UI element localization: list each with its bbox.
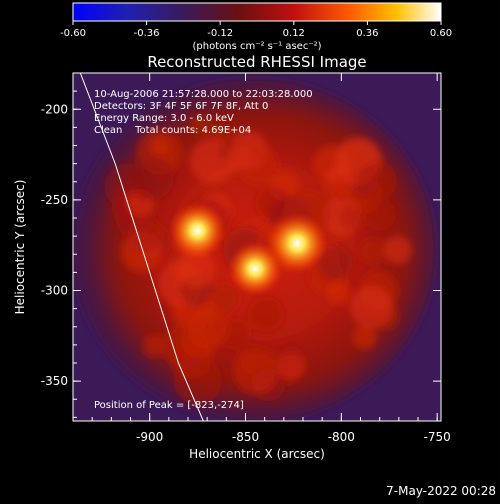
chart-title: Reconstructed RHESSI Image	[147, 53, 366, 71]
colorbar-tick-label: 0.36	[356, 28, 378, 39]
y-axis-label: Heliocentric Y (arcsec)	[13, 180, 27, 315]
x-axis-label: Heliocentric X (arcsec)	[189, 447, 325, 461]
texture-blob	[358, 237, 386, 265]
plot-frame	[72, 72, 442, 422]
colorbar: -0.60 -0.36 -0.12 0.12 0.36 0.60 (photons cm⁻…	[60, 2, 452, 52]
texture-blob	[189, 114, 211, 136]
info-line-energy-range: Energy Range: 3.0 - 6.0 keV	[94, 113, 234, 124]
texture-blob	[248, 349, 281, 382]
y-tick-label: -350	[41, 374, 68, 388]
y-tick-label: -200	[41, 102, 68, 116]
info-line-clean-counts: Clean Total counts: 4.69E+04	[94, 125, 251, 136]
texture-blob	[383, 235, 412, 265]
info-text-block: 10-Aug-2006 21:57:28.000 to 22:03:28.000…	[94, 89, 313, 136]
peak-position-label: Position of Peak = [-823,-274]	[94, 400, 244, 411]
texture-blob	[352, 325, 377, 350]
texture-blob	[324, 165, 354, 196]
solar-limb-curve	[79, 73, 204, 421]
y-axis-ticks: -200 -250 -300 -350	[41, 72, 441, 418]
texture-blob	[339, 204, 365, 230]
x-axis-ticks: -900 -850 -800 -750	[91, 73, 451, 444]
colorbar-gradient	[72, 2, 442, 22]
x-tick-label: -850	[232, 430, 259, 444]
hxr-source-blob	[266, 212, 329, 275]
texture-blob	[277, 351, 306, 380]
texture-blob	[176, 249, 216, 289]
texture-blob	[237, 143, 279, 185]
texture-blob	[142, 334, 167, 358]
texture-blob	[349, 285, 393, 329]
plot-area	[73, 73, 441, 421]
colorbar-unit-label: (photons cm⁻² s⁻¹ asec⁻²)	[192, 41, 321, 52]
texture-blob	[128, 155, 174, 201]
texture-blob	[357, 161, 397, 201]
hxr-source-blob	[169, 202, 227, 260]
texture-blob	[125, 218, 160, 253]
colorbar-tick-label: -0.36	[134, 28, 160, 39]
info-line-detectors: Detectors: 3F 4F 5F 6F 7F 8F, Att 0	[94, 101, 268, 112]
texture-blobs	[104, 114, 412, 405]
texture-blob	[326, 280, 351, 305]
info-line-time-range: 10-Aug-2006 21:57:28.000 to 22:03:28.000	[94, 89, 313, 100]
colorbar-tick-label: -0.60	[60, 28, 86, 39]
hxr-sources	[169, 202, 329, 297]
hxr-source-blob	[227, 241, 283, 297]
texture-blob	[247, 296, 284, 333]
colorbar-ticks: -0.60 -0.36 -0.12 0.12 0.36 0.60	[60, 21, 452, 39]
texture-blob	[173, 357, 222, 405]
colorbar-tick-label: -0.12	[207, 28, 233, 39]
x-tick-label: -800	[328, 430, 355, 444]
x-tick-label: -900	[136, 430, 163, 444]
y-tick-label: -250	[41, 193, 68, 207]
colorbar-tick-label: 0.60	[430, 28, 452, 39]
y-tick-label: -300	[41, 284, 68, 298]
x-tick-label: -750	[424, 430, 451, 444]
texture-blob	[210, 284, 240, 313]
texture-blob	[363, 198, 396, 231]
colorbar-tick-label: 0.12	[283, 28, 305, 39]
footer-timestamp: 7-May-2022 00:28	[386, 484, 496, 498]
texture-blob	[187, 306, 230, 350]
